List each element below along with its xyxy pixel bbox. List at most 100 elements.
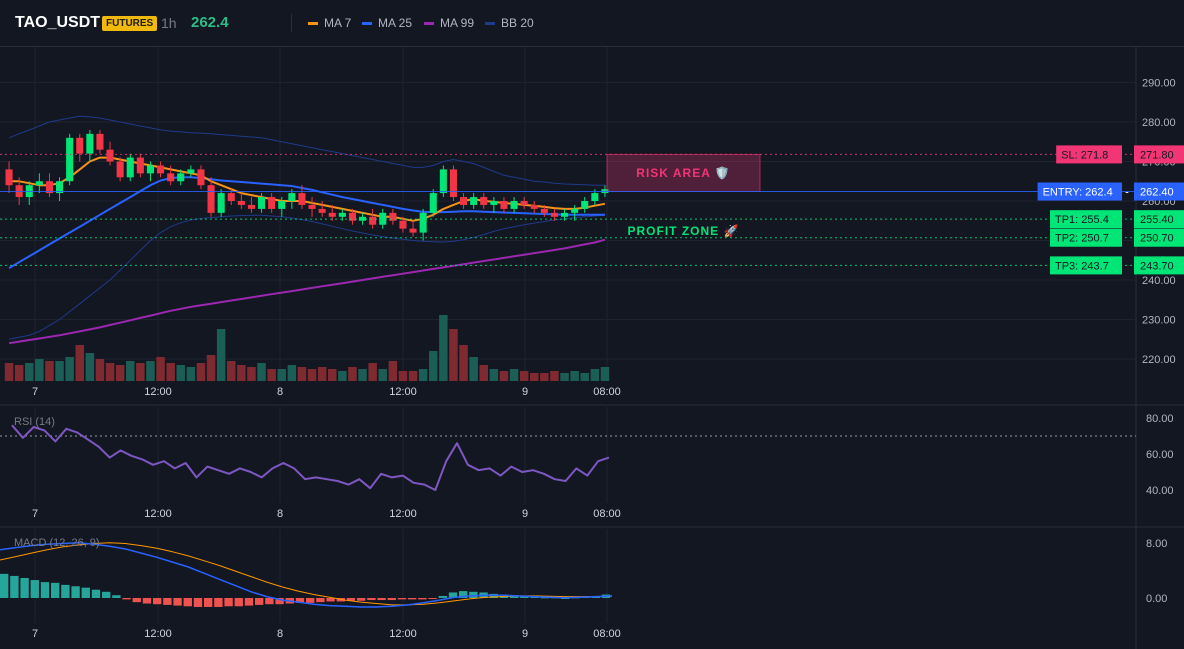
level-tag-label: TP2: 250.7 bbox=[1055, 233, 1109, 245]
macd-histogram-bar bbox=[438, 595, 447, 598]
candle-body bbox=[359, 216, 367, 221]
volume-bar bbox=[115, 365, 125, 381]
symbol-name[interactable]: TAO_USDT bbox=[15, 14, 101, 31]
ma25-swatch-icon bbox=[362, 21, 372, 25]
candle-body bbox=[561, 212, 569, 217]
candle-body bbox=[187, 169, 195, 174]
volume-bar bbox=[530, 373, 539, 381]
legend-bb20[interactable]: BB 20 bbox=[485, 16, 534, 30]
candle-body bbox=[268, 197, 276, 209]
level-tag bbox=[1056, 145, 1122, 164]
volume-bar bbox=[449, 329, 458, 381]
x-tick-label: 8 bbox=[277, 508, 283, 520]
macd-histogram-bar bbox=[561, 598, 570, 599]
last-price: 262.4 bbox=[191, 14, 229, 31]
bb20-swatch-icon bbox=[485, 21, 495, 25]
x-tick-label: 7 bbox=[32, 628, 38, 640]
volume-bar bbox=[388, 361, 398, 381]
candle-body bbox=[369, 216, 377, 225]
candle-body bbox=[550, 212, 558, 217]
volume-bar bbox=[55, 361, 64, 381]
candle-body bbox=[439, 169, 447, 194]
level-separator: - bbox=[1125, 260, 1129, 272]
macd-histogram-bar bbox=[510, 595, 519, 598]
level-price-label: 250.70 bbox=[1140, 233, 1174, 245]
legend-ma99-label: MA 99 bbox=[440, 16, 475, 30]
legend-ma25[interactable]: MA 25 bbox=[362, 16, 412, 30]
candle-body bbox=[237, 201, 245, 205]
legend-ma99[interactable]: MA 99 bbox=[424, 16, 474, 30]
volume-bar bbox=[75, 345, 84, 381]
candle-body bbox=[399, 220, 407, 229]
volume-bar bbox=[489, 369, 499, 381]
timeframe-label[interactable]: 1h bbox=[161, 15, 177, 31]
profit-zone-label: PROFIT ZONE 🚀 bbox=[628, 224, 740, 238]
candle-body bbox=[510, 201, 518, 209]
x-tick-label: 08:00 bbox=[593, 508, 621, 520]
macd-histogram-bar bbox=[91, 589, 101, 598]
macd-histogram-bar bbox=[377, 598, 386, 601]
candle-body bbox=[126, 157, 134, 178]
candle-body bbox=[490, 201, 498, 205]
macd-histogram-bar bbox=[142, 598, 152, 604]
macd-histogram-bar bbox=[0, 573, 9, 598]
rsi-title: RSI (14) bbox=[14, 416, 55, 428]
level-price-tag bbox=[1134, 256, 1184, 275]
macd-histogram-bar bbox=[265, 598, 274, 605]
macd-histogram-bar bbox=[102, 591, 111, 598]
macd-histogram-bar bbox=[214, 598, 223, 607]
candle-body bbox=[227, 193, 235, 201]
volume-bar bbox=[429, 351, 438, 381]
candle-body bbox=[35, 181, 43, 186]
volume-bar bbox=[479, 365, 488, 381]
candle-body bbox=[106, 149, 114, 162]
macd-histogram-bar bbox=[469, 591, 478, 598]
bollinger-lower-line bbox=[9, 214, 605, 340]
macd-histogram-bar bbox=[397, 598, 407, 600]
futures-badge: FUTURES bbox=[102, 16, 158, 31]
legend-ma25-label: MA 25 bbox=[378, 16, 413, 30]
y-tick-label: 240.00 bbox=[1142, 275, 1176, 287]
macd-histogram-bar bbox=[346, 598, 356, 601]
volume-bar bbox=[338, 371, 347, 381]
volume-bar bbox=[368, 363, 377, 381]
candle-body bbox=[96, 133, 104, 150]
macd-histogram-bar bbox=[255, 598, 264, 605]
volume-bar bbox=[105, 363, 115, 381]
macd-histogram-bar bbox=[10, 575, 19, 598]
level-tag-label: ENTRY: 262.4 bbox=[1043, 187, 1113, 199]
macd-histogram-bar bbox=[20, 577, 29, 598]
volume-bar bbox=[156, 357, 165, 381]
volume-bar bbox=[358, 369, 367, 381]
volume-bar bbox=[459, 345, 468, 381]
legend-bb20-label: BB 20 bbox=[501, 16, 534, 30]
macd-histogram-bar bbox=[357, 598, 366, 601]
level-separator: - bbox=[1125, 187, 1129, 199]
candle-body bbox=[460, 197, 468, 205]
level-price-tag bbox=[1134, 210, 1184, 229]
x-tick-label: 7 bbox=[32, 508, 38, 520]
macd-histogram-bar bbox=[520, 595, 529, 598]
ma99-line bbox=[8, 238, 606, 345]
volume-bar bbox=[469, 357, 478, 381]
macd-histogram-bar bbox=[275, 598, 284, 605]
macd-histogram-bar bbox=[40, 582, 50, 598]
legend-ma7[interactable]: MA 7 bbox=[308, 16, 351, 30]
level-tag bbox=[1050, 228, 1122, 247]
volume-bar bbox=[570, 371, 579, 381]
volume-bar bbox=[206, 355, 216, 381]
candle-body bbox=[86, 133, 94, 154]
macd-histogram-bar bbox=[153, 598, 162, 605]
ma99-swatch-icon bbox=[424, 21, 434, 25]
x-tick-label: 12:00 bbox=[144, 508, 172, 520]
volume-bar bbox=[287, 365, 297, 381]
volume-bar bbox=[126, 361, 135, 381]
candle-body bbox=[177, 173, 185, 182]
candle-body bbox=[258, 197, 266, 209]
volume-bar bbox=[85, 353, 95, 381]
candle-body bbox=[318, 208, 326, 213]
candle-body bbox=[409, 228, 417, 233]
macd-histogram-bar bbox=[326, 598, 335, 602]
level-tag bbox=[1037, 182, 1122, 201]
